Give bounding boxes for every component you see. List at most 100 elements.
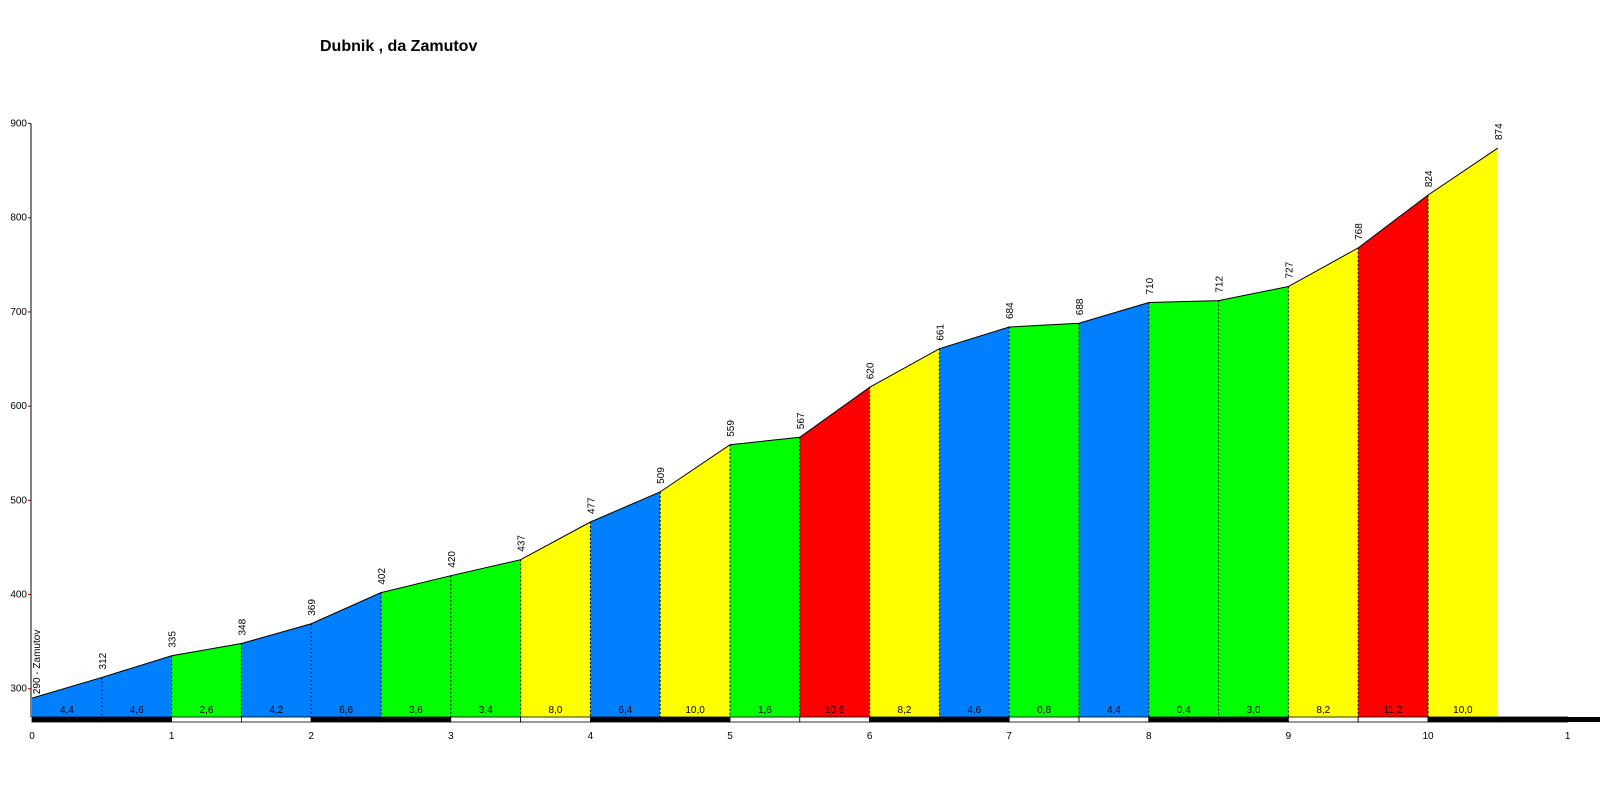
- elevation-label: 369: [307, 599, 318, 616]
- gradient-label: 11,2: [1384, 705, 1403, 716]
- elevation-label: 312: [98, 652, 109, 669]
- x-tick-label: 1: [1565, 731, 1571, 742]
- gradient-label: 3,4: [479, 705, 493, 716]
- km-bar-segment: [939, 716, 1010, 723]
- gradient-label: 10,0: [685, 705, 705, 716]
- km-bar-segment: [1148, 716, 1220, 723]
- gradient-label: 4,2: [269, 705, 283, 716]
- x-tick-label: 10: [1422, 731, 1434, 742]
- gradient-label: 0,4: [1177, 705, 1191, 716]
- profile-line: [31, 147, 1499, 699]
- gradient-label: 8,2: [898, 705, 912, 716]
- profile-segment: [1288, 247, 1359, 717]
- x-tick-label: 9: [1286, 731, 1292, 742]
- km-bar-segment: [799, 716, 870, 723]
- km-bar-segment: [1427, 716, 1499, 723]
- profile-segment: [1358, 195, 1428, 717]
- profile-segment: [101, 655, 172, 717]
- gradient-label: 4,6: [130, 705, 144, 716]
- gradient-label: 3,6: [409, 705, 423, 716]
- x-tick-label: 0: [29, 731, 35, 742]
- elevation-label: 620: [866, 362, 877, 379]
- elevation-label: 420: [447, 551, 458, 568]
- km-bar-segment: [1357, 716, 1429, 723]
- x-tick-label: 4: [588, 731, 594, 742]
- gradient-label: 4,4: [60, 705, 74, 716]
- km-bar-segment: [1288, 716, 1359, 723]
- elevation-label: 874: [1494, 123, 1505, 140]
- elevation-label: 437: [517, 535, 528, 552]
- profile-segment: [241, 623, 312, 717]
- elevation-label: 335: [168, 631, 179, 648]
- elevation-label: 727: [1284, 261, 1295, 278]
- y-tick-label: 600: [10, 401, 27, 412]
- profile-segment: [381, 575, 451, 717]
- chart-title: Dubnik , da Zamutov: [320, 38, 478, 55]
- elevation-label: 688: [1075, 298, 1086, 315]
- profile-segment: [869, 348, 940, 717]
- profile-segment: [1079, 302, 1149, 717]
- km-bar-segment: [101, 716, 173, 723]
- gradient-label: 10,0: [1453, 705, 1473, 716]
- elevation-label: 477: [586, 497, 597, 514]
- y-tick-label: 700: [10, 307, 27, 318]
- x-tick-label: 7: [1006, 731, 1012, 742]
- elevation-label: 402: [377, 568, 388, 585]
- x-tick-label: 2: [308, 731, 314, 742]
- gradient-label: 0,8: [1037, 705, 1051, 716]
- km-bar-segment: [380, 716, 452, 723]
- elevation-label: 567: [796, 412, 807, 429]
- gradient-label: 10,6: [825, 705, 845, 716]
- elevation-label: 509: [656, 467, 667, 484]
- profile-segment: [1009, 323, 1079, 717]
- gradient-label: 8,0: [549, 705, 563, 716]
- x-tick-label: 1: [169, 731, 175, 742]
- x-tick-label: 3: [448, 731, 454, 742]
- profile-segment: [799, 387, 870, 717]
- elevation-label: 824: [1424, 170, 1435, 187]
- km-bar-segment: [31, 716, 103, 723]
- km-bar-segment: [450, 716, 521, 723]
- km-bar-segment: [171, 716, 242, 723]
- gradient-label: 1,6: [758, 705, 772, 716]
- km-bar-segment: [1078, 716, 1150, 723]
- y-tick-label: 800: [10, 213, 27, 224]
- gradient-label: 3,0: [1247, 705, 1261, 716]
- gradient-label: 4,6: [967, 705, 981, 716]
- km-bar-segment: [1497, 717, 1600, 722]
- profile-segment: [1148, 300, 1219, 717]
- x-tick-label: 6: [867, 731, 873, 742]
- km-bar-segment: [869, 716, 940, 723]
- gradient-label: 2,6: [200, 705, 214, 716]
- km-bar-segment: [1008, 716, 1080, 723]
- elevation-label: 768: [1354, 223, 1365, 240]
- start-label: 290 - Zamutov: [32, 630, 43, 694]
- km-bar-segment: [590, 716, 661, 723]
- elevation-label: 348: [237, 618, 248, 635]
- profile-segment: [1218, 286, 1289, 717]
- elevation-label: 661: [935, 324, 946, 341]
- y-tick-label: 900: [10, 119, 27, 130]
- gradient-label: 4,4: [1107, 705, 1121, 716]
- profile-segment: [660, 444, 730, 717]
- x-tick-label: 5: [727, 731, 733, 742]
- profile-segment: [450, 559, 521, 717]
- profile-segment: [1428, 148, 1498, 718]
- profile-segment: [311, 592, 381, 717]
- x-tick-label: 8: [1146, 731, 1152, 742]
- elevation-label: 712: [1215, 276, 1226, 293]
- elevation-label: 710: [1145, 277, 1156, 294]
- elevation-label: 684: [1005, 302, 1016, 319]
- profile-segment: [939, 327, 1010, 717]
- km-bar-segment: [520, 716, 591, 723]
- gradient-label: 8,2: [1316, 705, 1330, 716]
- profile-segment: [730, 437, 800, 717]
- profile-segment: [32, 677, 102, 717]
- y-tick-label: 400: [10, 590, 27, 601]
- gradient-label: 6,4: [618, 705, 632, 716]
- y-tick-label: 300: [10, 684, 27, 695]
- km-bar-segment: [1218, 716, 1289, 723]
- km-bar-segment: [240, 716, 312, 723]
- profile-segment: [171, 643, 242, 717]
